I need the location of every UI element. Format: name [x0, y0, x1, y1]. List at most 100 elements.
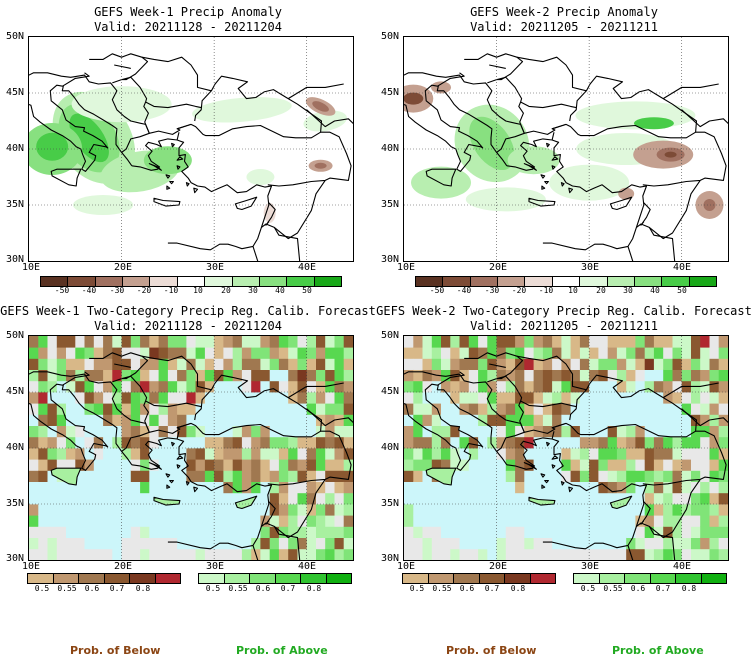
probability-cell [84, 436, 95, 449]
colorbar-swatch [634, 277, 663, 286]
probability-cell [616, 347, 627, 359]
probability-cell [334, 380, 345, 393]
probability-cell [653, 380, 664, 393]
probability-cell [93, 537, 104, 550]
probability-cell [579, 414, 590, 426]
probability-cell [47, 358, 58, 370]
probability-cell [75, 369, 85, 382]
coastline [306, 408, 353, 427]
colorbar-swatch [130, 574, 156, 583]
probability-cell [130, 392, 141, 404]
probability-cell [103, 369, 113, 382]
probability-cell [140, 380, 150, 393]
probability-cell [459, 448, 470, 460]
island-outline [551, 464, 556, 469]
probability-cell [195, 526, 206, 538]
coastline [506, 138, 648, 251]
probability-cell [570, 504, 581, 516]
probability-cell [691, 369, 701, 382]
probability-cell [149, 369, 159, 382]
probability-cell [422, 470, 433, 482]
probability-cell [607, 347, 618, 359]
probability-cell [84, 358, 95, 370]
probability-cell [29, 436, 39, 449]
probability-cell [459, 425, 470, 438]
probability-cell [700, 336, 710, 348]
probability-cell [93, 347, 104, 359]
probability-cell [552, 504, 562, 516]
probability-cell [204, 504, 215, 516]
probability-cell [195, 414, 206, 426]
probability-cell [691, 392, 701, 404]
probability-cell [459, 481, 470, 494]
probability-cell [607, 481, 618, 494]
probability-cell [616, 459, 627, 471]
colorbar-label: 30 [248, 286, 258, 295]
probability-cell [251, 459, 261, 471]
probability-cell [496, 403, 507, 415]
probability-cell [260, 436, 271, 449]
probability-cell [130, 537, 141, 550]
probability-cell [269, 369, 280, 382]
probability-cell [561, 336, 572, 348]
probability-cell [579, 336, 590, 348]
colorbar-label: 50 [302, 286, 312, 295]
probability-cell [149, 526, 159, 538]
probability-cell [260, 336, 271, 348]
probability-cell [251, 347, 261, 359]
probability-cell [561, 481, 572, 494]
probability-cell [404, 336, 414, 348]
probability-cell [47, 504, 58, 516]
probability-cell [589, 369, 599, 382]
probability-cell [158, 403, 169, 415]
colorbar-label: 10 [568, 286, 578, 295]
probability-cell [75, 537, 85, 550]
colorbar-label: 50 [677, 286, 687, 295]
probability-cell [700, 515, 710, 527]
probability-cell [214, 492, 224, 505]
probability-cell [297, 470, 308, 482]
probability-cell [431, 380, 442, 393]
coastline [145, 101, 202, 109]
probability-cell [718, 436, 728, 449]
probability-cell [653, 336, 664, 348]
probability-cell [75, 459, 85, 471]
probability-cell [177, 347, 187, 359]
probability-cell [167, 403, 178, 415]
probability-cell [644, 459, 655, 471]
anomaly-region [465, 187, 546, 212]
probability-cell [431, 336, 442, 348]
probability-cell [431, 403, 442, 415]
coastline [518, 400, 524, 422]
probability-cell [306, 537, 317, 550]
probability-cell [297, 347, 308, 359]
probability-cell [66, 548, 76, 560]
colorbar-label: 0.6 [630, 584, 646, 593]
probability-cell [718, 548, 728, 560]
coastline [121, 76, 148, 103]
probability-cell [130, 403, 141, 415]
probability-cell [306, 470, 317, 482]
lat-label: 35N [6, 498, 25, 509]
probability-cell [589, 380, 599, 393]
probability-cell [278, 336, 289, 348]
probability-cell [75, 403, 85, 415]
probability-cell [38, 515, 48, 527]
island-outline [50, 467, 82, 486]
probability-cell [103, 414, 113, 426]
probability-cell [505, 470, 516, 482]
probability-cell [459, 380, 470, 393]
probability-cell [204, 526, 215, 538]
probability-cell [334, 470, 345, 482]
probability-cell [288, 425, 298, 438]
coastline [506, 437, 648, 550]
probability-cell [533, 470, 544, 482]
probability-cell [616, 403, 627, 415]
probability-cell [663, 347, 673, 359]
probability-cell [663, 336, 673, 348]
probability-cell [598, 526, 609, 538]
probability-cell [316, 403, 326, 415]
probability-cell [672, 425, 683, 438]
probability-cell [38, 504, 48, 516]
anomaly-region [263, 202, 276, 223]
